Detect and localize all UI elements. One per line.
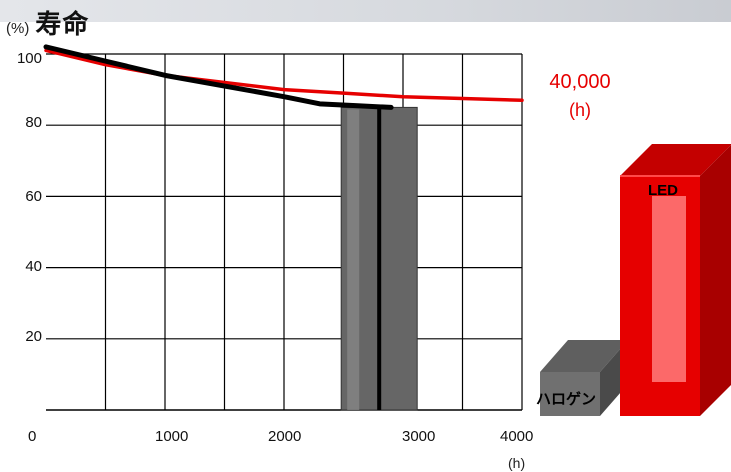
x-tick-1000: 1000 — [155, 428, 189, 445]
title-row: (%) 寿命 — [6, 4, 89, 41]
x-tick-3000: 3000 — [402, 428, 436, 445]
led-prism-top — [620, 144, 731, 176]
led-label: LED — [648, 182, 678, 199]
y-tick-80: 80 — [25, 114, 42, 131]
y-tick-40: 40 — [25, 258, 42, 275]
halogen-label: ハロゲン — [536, 391, 597, 408]
x-tick-0: 0 — [28, 428, 37, 445]
bar-highlight — [347, 109, 360, 411]
x-axis-unit: (h) — [508, 455, 526, 471]
x-tick-4000: 4000 — [500, 428, 534, 445]
led-prism-highlight — [652, 196, 686, 382]
y-tick-20: 20 — [25, 328, 42, 345]
y-tick-60: 60 — [25, 188, 42, 205]
chart-title: 寿命 — [35, 9, 90, 39]
led-life-unit: (h) — [569, 100, 591, 120]
title-band — [0, 0, 731, 22]
led-prism-side — [700, 145, 731, 416]
led-life-value: 40,000 — [549, 71, 611, 93]
y-axis-unit: (%) — [6, 20, 30, 37]
halogen-block-top — [540, 340, 628, 372]
series-line-1 — [43, 44, 394, 110]
x-tick-2000: 2000 — [268, 428, 302, 445]
halogen-block-front — [540, 372, 600, 416]
comparison-3d — [540, 144, 731, 416]
y-tick-100: 100 — [16, 50, 42, 67]
bars-layer — [340, 106, 418, 411]
led-life-annotation: 40,000 (h) — [530, 68, 630, 124]
lines-layer — [43, 44, 524, 110]
grid — [46, 53, 523, 411]
